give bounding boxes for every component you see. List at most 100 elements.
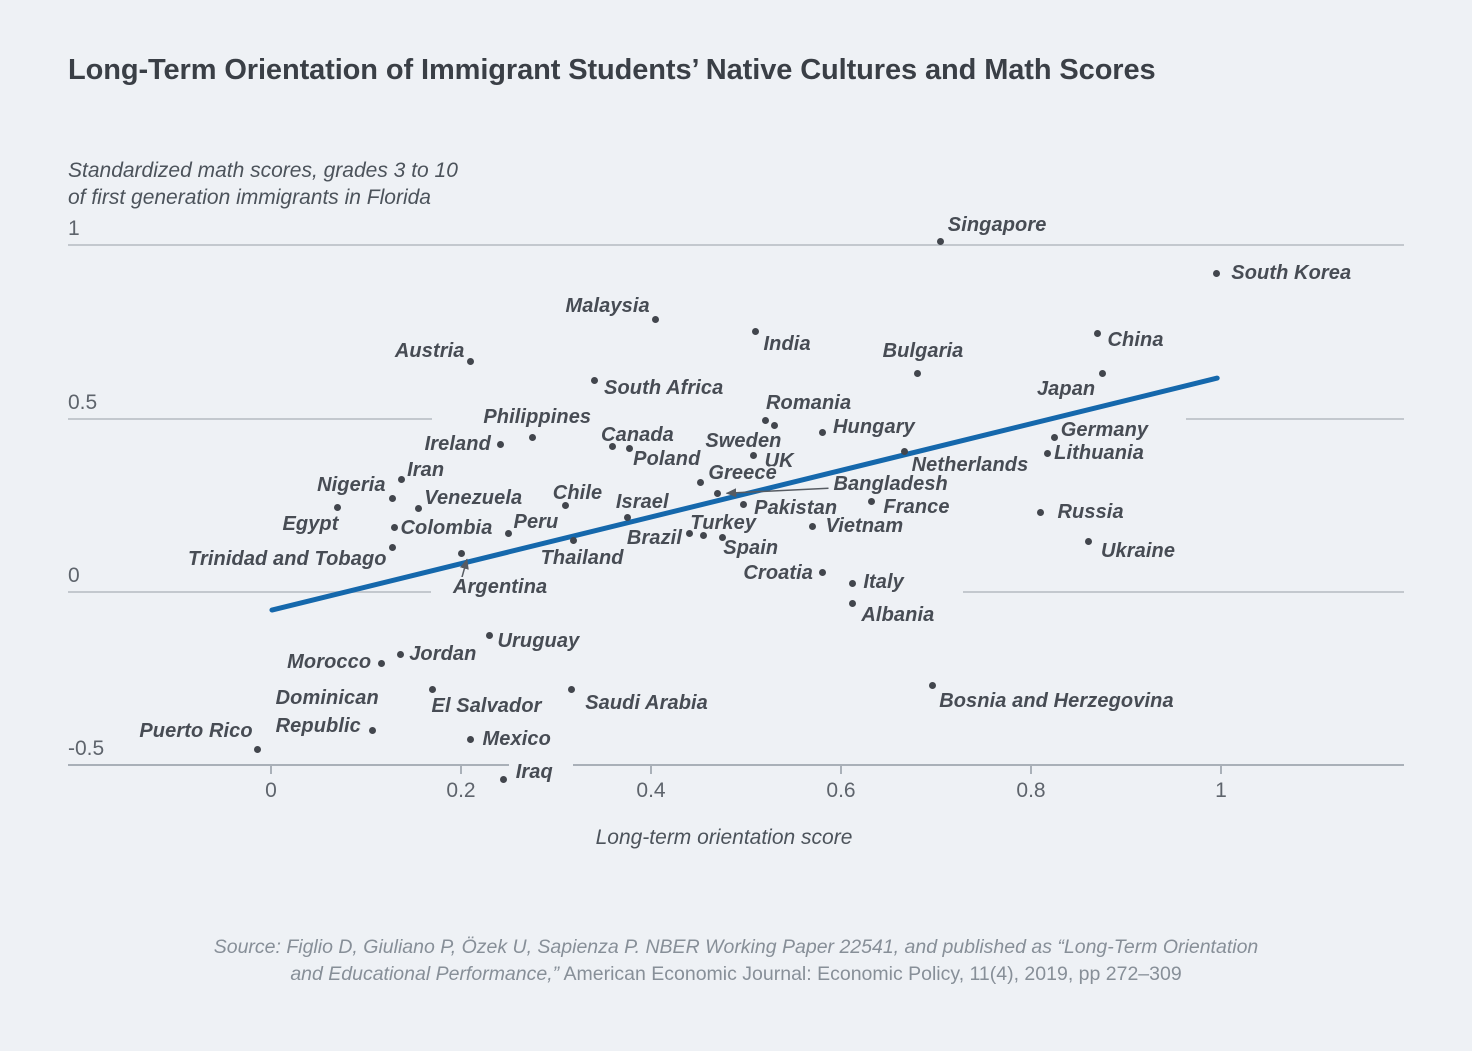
- label-japan: Japan: [1036, 377, 1096, 400]
- point-uk: [750, 451, 758, 459]
- label-turkey: Turkey: [690, 512, 757, 535]
- label-uk: UK: [764, 450, 794, 473]
- label-bangladesh: Bangladesh: [833, 473, 948, 496]
- y-tick-label-1: 1: [68, 217, 80, 241]
- label-spain: Spain: [723, 537, 779, 560]
- point-ukraine: [1084, 538, 1092, 546]
- label-saudi-arabia: Saudi Arabia: [585, 692, 708, 715]
- point-croatia: [818, 569, 826, 577]
- label-colombia: Colombia: [400, 516, 493, 539]
- y-tick-label-0: 0: [68, 564, 80, 587]
- gridline-y-1: [68, 244, 1404, 247]
- label-malaysia: Malaysia: [565, 294, 650, 317]
- label-south-africa: South Africa: [604, 376, 724, 399]
- chart-title: Long-Term Orientation of Immigrant Stude…: [68, 54, 1156, 86]
- point-argentina: [457, 549, 465, 557]
- point-romania: [761, 416, 769, 424]
- label-vietnam: Vietnam: [825, 515, 904, 538]
- label-romania: Romania: [766, 392, 852, 415]
- chart-subtitle-line-1: Standardized math scores, grades 3 to 10: [68, 159, 458, 182]
- y-tick-label-0.5: 0.5: [68, 390, 98, 414]
- point-italy: [848, 579, 856, 587]
- x-tick-label-0.4: 0.4: [636, 779, 666, 802]
- point-dominican-republic: [369, 727, 377, 735]
- label-thailand: Thailand: [540, 546, 624, 569]
- label-egypt: Egypt: [282, 513, 339, 536]
- point-vietnam: [809, 522, 816, 530]
- label-albania: Albania: [861, 604, 935, 627]
- label-poland: Poland: [633, 448, 701, 471]
- label-lithuania: Lithuania: [1054, 442, 1144, 465]
- source-line-1: Source: Figlio D, Giuliano P, Özek U, Sa…: [213, 936, 1259, 958]
- point-greece: [696, 479, 704, 487]
- label-brazil: Brazil: [626, 526, 682, 549]
- point-austria: [467, 357, 474, 365]
- point-netherlands: [901, 448, 909, 456]
- point-ireland: [497, 441, 505, 449]
- point-japan: [1098, 370, 1106, 378]
- label-pakistan: Pakistan: [754, 497, 838, 520]
- point-colombia: [391, 524, 398, 532]
- label-puerto-rico: Puerto Rico: [139, 719, 253, 742]
- label-south-korea: South Korea: [1231, 262, 1352, 285]
- trend-line: [269, 375, 1220, 613]
- point-bosnia-and-herzegovina: [928, 682, 936, 690]
- label-france: France: [883, 495, 950, 518]
- point-el-salvador: [429, 685, 436, 693]
- annotation-arrow-argentina: [460, 558, 469, 578]
- point-albania: [848, 599, 856, 607]
- label-bosnia-and-herzegovina: Bosnia and Herzegovina: [939, 689, 1174, 712]
- point-south-africa: [590, 377, 598, 385]
- point-brazil: [685, 530, 693, 538]
- source-note: Source: Figlio D, Giuliano P, Özek U, Sa…: [0, 934, 1472, 988]
- point-mexico: [467, 735, 474, 743]
- label-chile: Chile: [552, 482, 603, 505]
- point-bulgaria: [913, 370, 921, 378]
- source-line-2-roman: American Economic Journal: Economic Poli…: [559, 963, 1182, 985]
- point-france: [867, 498, 875, 506]
- point-puerto-rico: [254, 746, 262, 754]
- x-tick-label-0: 0: [265, 779, 277, 802]
- label-croatia: Croatia: [743, 561, 813, 584]
- gridline-y-0: [68, 591, 431, 593]
- point-singapore: [937, 238, 945, 246]
- point-saudi-arabia: [567, 685, 575, 693]
- point-iran: [397, 475, 405, 483]
- label-jordan: Jordan: [409, 643, 477, 666]
- label-uruguay: Uruguay: [497, 630, 580, 653]
- point-iraq: [500, 775, 508, 783]
- point-uruguay: [486, 631, 493, 639]
- x-tick-label-0.6: 0.6: [826, 779, 856, 802]
- x-tick-0.2: [460, 765, 462, 775]
- chart-subtitle-line-2: of first generation immigrants in Florid…: [68, 186, 431, 209]
- label-sweden: Sweden: [705, 429, 782, 452]
- point-malaysia: [652, 316, 660, 324]
- y-tick-label--0.5: -0.5: [68, 737, 105, 761]
- label-india: India: [763, 332, 811, 355]
- label-greece: Greece: [708, 461, 777, 484]
- point-china: [1094, 330, 1101, 338]
- x-axis-title: Long-term orientation score: [595, 826, 853, 849]
- point-venezuela: [414, 504, 422, 512]
- point-hungary: [818, 429, 826, 437]
- label-netherlands: Netherlands: [911, 453, 1029, 476]
- label-mexico: Mexico: [482, 728, 551, 751]
- x-tick-1: [1220, 765, 1222, 775]
- label-argentina: Argentina: [453, 576, 548, 599]
- gridline-y--0.5-seg1: [573, 764, 1404, 767]
- annotation-arrow-bangladesh: [725, 487, 829, 498]
- point-spain: [718, 533, 726, 541]
- label-ukraine: Ukraine: [1101, 539, 1176, 562]
- point-nigeria: [389, 494, 397, 502]
- point-jordan: [396, 650, 404, 658]
- label-peru: Peru: [513, 511, 559, 534]
- point-israel: [623, 513, 631, 521]
- label-singapore: Singapore: [947, 213, 1047, 236]
- gridline-y-0.5: [68, 417, 432, 420]
- x-tick-0.8: [1030, 765, 1032, 775]
- source-line-2: and Educational Performance,” American E…: [0, 961, 1472, 988]
- label-china: China: [1107, 328, 1164, 351]
- point-pakistan: [739, 500, 747, 508]
